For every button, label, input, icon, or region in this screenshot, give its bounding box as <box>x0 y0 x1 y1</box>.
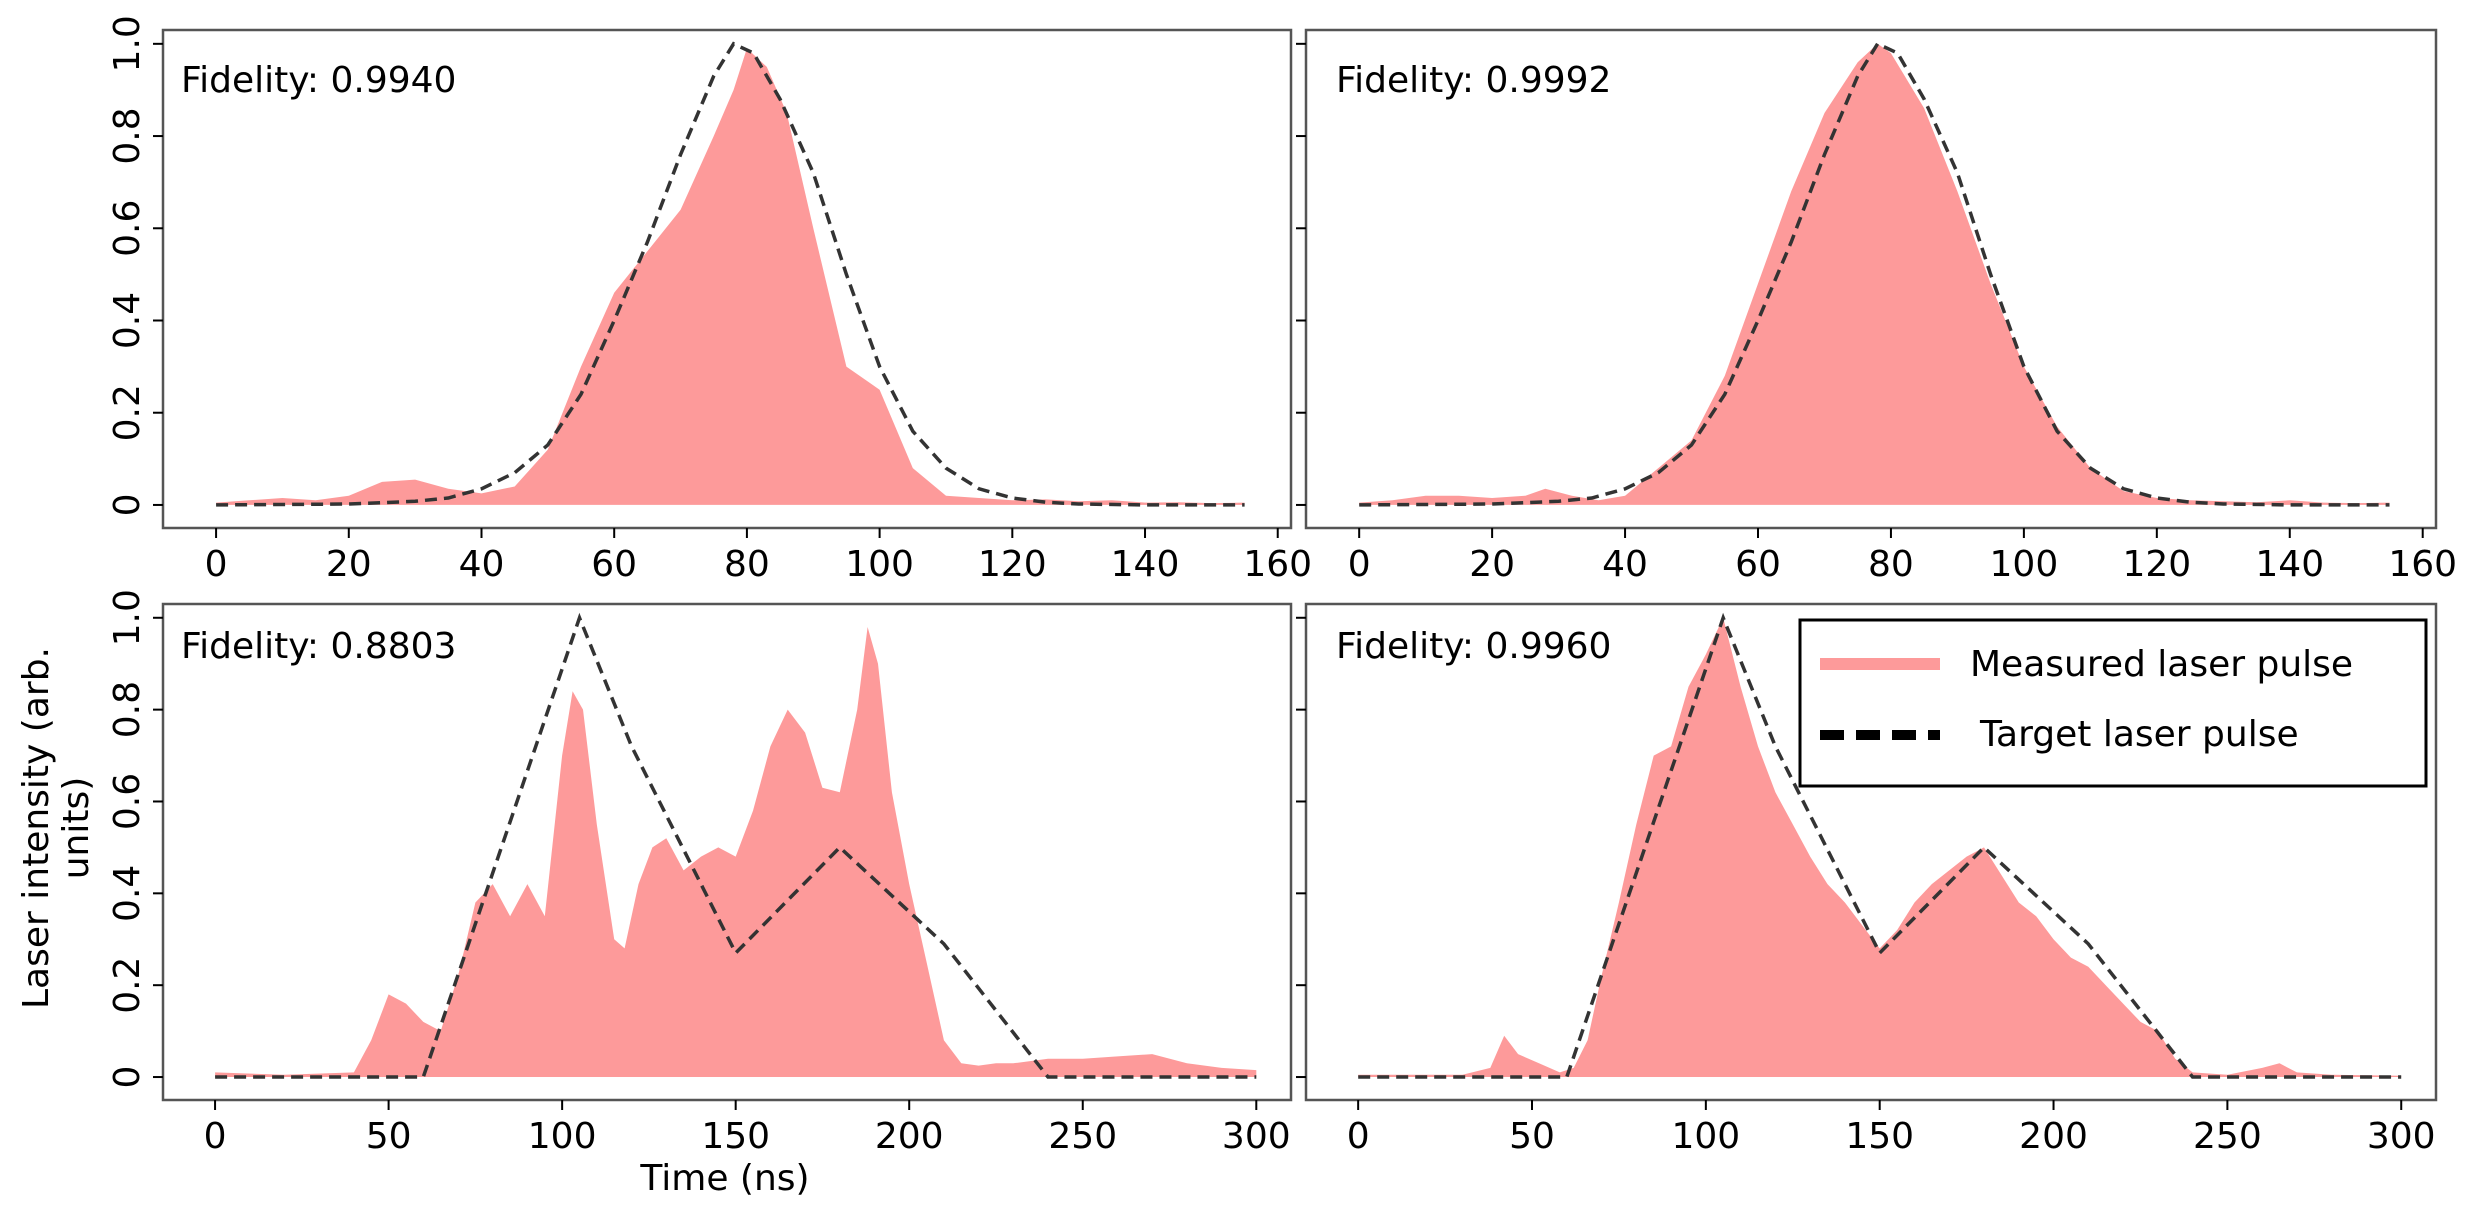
legend: Measured laser pulse Target laser pulse <box>1798 618 2428 788</box>
panel-bottom-left-y-tick-label: 0.6 <box>107 773 148 830</box>
panel-bottom-left-x-tick-label: 100 <box>528 1116 597 1157</box>
panel-top-right-x-tick-label: 80 <box>1868 544 1914 585</box>
panel-top-left-x-tick-label: 160 <box>1243 544 1312 585</box>
panel-bottom-right-x-tick-label: 50 <box>1509 1116 1555 1157</box>
panel-top-left-y-tick-label: 0.6 <box>107 200 148 257</box>
panel-top-right-measured-area <box>1359 43 2390 505</box>
panel-top-left-x-tick-label: 80 <box>724 544 770 585</box>
panel-top-right-x-tick-label: 60 <box>1735 544 1781 585</box>
panel-top-right-frame <box>1304 28 2438 530</box>
panel-bottom-left-x-tick-label: 0 <box>204 1116 227 1157</box>
panel-bottom-right-target-line <box>1358 612 2402 1079</box>
panel-bottom-left-x-tick-label: 150 <box>701 1116 770 1157</box>
panel-bottom-right-x-tick-label: 300 <box>2367 1116 2436 1157</box>
panel-top-left-x-tick-label: 120 <box>978 544 1047 585</box>
panel-bottom-left-x-tick-label: 250 <box>1048 1116 1117 1157</box>
x-axis-label: Time (ns) <box>639 1158 809 1199</box>
panel-top-right-x-tick-label: 20 <box>1469 544 1515 585</box>
panel-bottom-left-y-tick-label: 1.0 <box>107 589 148 646</box>
panel-bottom-right-x-tick-label: 100 <box>1671 1116 1740 1157</box>
panel-bottom-left-x-tick-label: 300 <box>1222 1116 1291 1157</box>
panel-top-left-y-tick-label: 0 <box>107 493 148 516</box>
y-axis-label-line2: units) <box>56 777 97 880</box>
panel-top-left-x-tick-label: 20 <box>326 544 372 585</box>
panel-bottom-right-x-tick-label: 250 <box>2193 1116 2262 1157</box>
panel-top-left-frame <box>161 28 1293 530</box>
panel-bottom-right-frame <box>1304 602 2438 1102</box>
panel-bottom-right-x-tick-label: 200 <box>2019 1116 2088 1157</box>
panel-top-left: 0 20 40 60 80 100 120 140 160 0 0.2 0.4 0.6 0.8 1.0 Fid… <box>107 15 1312 585</box>
panel-bottom-right-x-tick-label: 150 <box>1845 1116 1914 1157</box>
panel-top-left-y-tick-label: 0.2 <box>107 384 148 441</box>
panel-top-left-target-line <box>216 41 1245 507</box>
panel-bottom-right-measured-area <box>1358 617 2402 1077</box>
panel-bottom-right-fidelity-label: Fidelity: 0.9960 <box>1336 626 1611 667</box>
panel-top-left-fidelity-label: Fidelity: 0.9940 <box>181 60 456 101</box>
panel-top-left-x-tick-label: 0 <box>205 544 228 585</box>
legend-box <box>1798 618 2428 788</box>
panel-top-right-fidelity-label: Fidelity: 0.9992 <box>1336 60 1611 101</box>
panel-bottom-left-y-tick-label: 0.8 <box>107 681 148 738</box>
panel-top-right-x-tick-label: 160 <box>2388 544 2457 585</box>
panel-bottom-left-x-tick-label: 200 <box>875 1116 944 1157</box>
panel-top-left-x-tick-label: 140 <box>1111 544 1180 585</box>
panel-top-right-x-tick-label: 140 <box>2255 544 2324 585</box>
panel-bottom-right-x-tick-label: 0 <box>1347 1116 1370 1157</box>
panel-top-left-x-tick-label: 60 <box>591 544 637 585</box>
legend-target-label: Target laser pulse <box>1979 714 2299 755</box>
panel-bottom-right: 0 50 100 150 200 250 300 Fidelity: 0.9960 <box>1296 602 2438 1157</box>
panel-bottom-left-fidelity-label: Fidelity: 0.8803 <box>181 626 456 667</box>
panel-top-right-x-tick-label: 120 <box>2122 544 2191 585</box>
panel-top-right-x-tick-label: 100 <box>1990 544 2059 585</box>
panel-bottom-left-y-tick-label: 0.4 <box>107 865 148 922</box>
panel-bottom-left-frame <box>161 602 1293 1102</box>
panel-bottom-left-target-line <box>215 612 1257 1079</box>
panel-top-left-y-tick-label: 0.8 <box>107 107 148 164</box>
panel-bottom-left-y-tick-label: 0 <box>107 1066 148 1089</box>
panel-bottom-left-y-tick-label: 0.2 <box>107 957 148 1014</box>
chart-panels: 0 20 40 60 80 100 120 140 160 0 0.2 0.4 0.6 0.8 1.0 Fid… <box>107 15 2457 1157</box>
panel-top-left-y-tick-label: 0.4 <box>107 292 148 349</box>
panel-top-right-x-tick-label: 0 <box>1348 544 1371 585</box>
panel-top-right-x-tick-label: 40 <box>1602 544 1648 585</box>
panel-top-right: 0 20 40 60 80 100 120 140 160 Fidelity: 0.9992 <box>1296 28 2457 585</box>
y-axis-label-line1: Laser intensity (arb. <box>16 647 57 1009</box>
panel-top-right-target-line <box>1359 41 2390 507</box>
panel-top-left-x-tick-label: 100 <box>845 544 914 585</box>
panel-bottom-left-x-tick-label: 50 <box>366 1116 412 1157</box>
panel-top-left-measured-area <box>216 48 1245 505</box>
panel-bottom-left-measured-area <box>215 627 1257 1077</box>
panel-bottom-left: 0 50 100 150 200 250 300 0 0.2 0.4 0.6 0.8 1.0 Fideli… <box>107 589 1293 1157</box>
legend-measured-label: Measured laser pulse <box>1970 644 2353 685</box>
panel-top-left-y-tick-label: 1.0 <box>107 15 148 72</box>
panel-top-left-x-tick-label: 40 <box>459 544 505 585</box>
